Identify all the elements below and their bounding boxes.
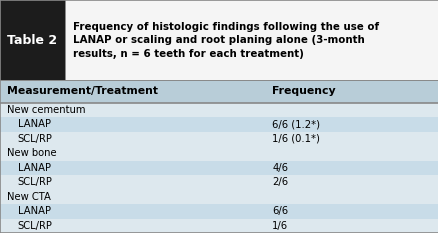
Text: 4/6: 4/6 bbox=[272, 163, 287, 173]
Text: LANAP: LANAP bbox=[18, 206, 50, 216]
Text: Frequency of histologic findings following the use of
LANAP or scaling and root : Frequency of histologic findings followi… bbox=[73, 22, 378, 59]
Bar bbox=[0, 219, 438, 233]
Bar bbox=[0, 189, 438, 204]
Bar bbox=[0, 131, 438, 146]
Text: New bone: New bone bbox=[7, 148, 56, 158]
Text: 6/6: 6/6 bbox=[272, 206, 288, 216]
Bar bbox=[0, 80, 438, 103]
Text: 1/6 (0.1*): 1/6 (0.1*) bbox=[272, 134, 319, 144]
Bar bbox=[0, 117, 438, 131]
Text: Frequency: Frequency bbox=[272, 86, 335, 96]
Bar bbox=[0, 161, 438, 175]
Bar bbox=[0, 175, 438, 189]
Bar bbox=[0, 204, 438, 219]
Bar bbox=[0, 0, 65, 80]
Text: SCL/RP: SCL/RP bbox=[18, 177, 52, 187]
Text: 2/6: 2/6 bbox=[272, 177, 288, 187]
Text: SCL/RP: SCL/RP bbox=[18, 134, 52, 144]
Text: SCL/RP: SCL/RP bbox=[18, 221, 52, 231]
Text: LANAP: LANAP bbox=[18, 163, 50, 173]
Bar bbox=[0, 146, 438, 161]
Text: 1/6: 1/6 bbox=[272, 221, 288, 231]
Text: Measurement/Treatment: Measurement/Treatment bbox=[7, 86, 157, 96]
Bar bbox=[65, 0, 438, 80]
Text: Table 2: Table 2 bbox=[7, 34, 57, 47]
Text: LANAP: LANAP bbox=[18, 119, 50, 129]
Text: 6/6 (1.2*): 6/6 (1.2*) bbox=[272, 119, 319, 129]
Text: New CTA: New CTA bbox=[7, 192, 50, 202]
Bar bbox=[0, 103, 438, 117]
Text: New cementum: New cementum bbox=[7, 105, 85, 115]
